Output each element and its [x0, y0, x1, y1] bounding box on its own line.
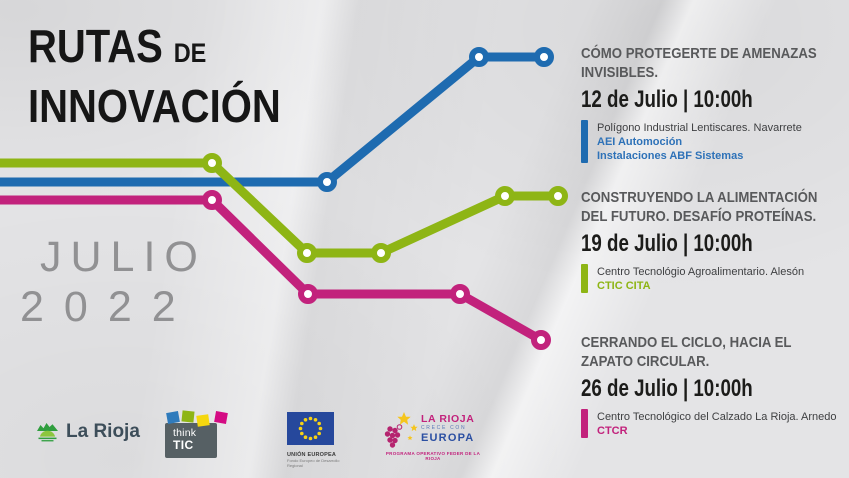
- station-node: [371, 243, 391, 263]
- station-node: [202, 190, 222, 210]
- thinktic-box: think TIC: [165, 423, 217, 458]
- feder-line2: CRECE CON: [421, 425, 467, 431]
- month-block: JULIO 2022: [20, 232, 207, 332]
- event-card-3: CERRANDO EL CICLO, HACIA EL ZAPATO CIRCU…: [581, 333, 839, 438]
- thinktic-label-tic: TIC: [173, 438, 194, 452]
- feder-line3: EUROPA: [421, 432, 475, 444]
- event-1-title-line2: INVISIBLES.: [581, 64, 659, 81]
- event-2-org-link[interactable]: CTIC CITA: [597, 280, 651, 292]
- station-node: [297, 243, 317, 263]
- event-1-org-link[interactable]: Instalaciones ABF Sistemas: [597, 150, 744, 162]
- title-word-de: DE: [173, 38, 207, 68]
- thinktic-square-blue-icon: [166, 411, 180, 424]
- event-2-title-line1: CONSTRUYENDO LA ALIMENTACIÓN: [581, 189, 818, 206]
- station-node: [531, 330, 551, 350]
- event-card-2: CONSTRUYENDO LA ALIMENTACIÓN DEL FUTURO.…: [581, 188, 839, 293]
- event-3-details: Centro Tecnológico del Calzado La Rioja.…: [581, 409, 839, 438]
- union-europea-logo: UNIÓN EUROPEA Fondo Europeo de Desarroll…: [287, 412, 347, 468]
- event-2-venue: Centro Tecnológio Agroalimentario. Alesó…: [597, 266, 805, 278]
- title-word-innovacion: INNOVACIÓN: [28, 80, 281, 132]
- station-node: [298, 284, 318, 304]
- thinktic-square-green-icon: [181, 410, 195, 423]
- station-node: [317, 172, 337, 192]
- event-2-date: 19 de Julio | 10:00h: [581, 230, 753, 257]
- la-rioja-logo: La Rioja: [36, 421, 140, 443]
- event-3-title: CERRANDO EL CICLO, HACIA EL ZAPATO CIRCU…: [581, 333, 808, 371]
- station-node: [495, 186, 515, 206]
- event-1-details: Polígono Industrial Lentiscares. Navarre…: [581, 120, 839, 163]
- station-node: [469, 47, 489, 67]
- month-label: JULIO: [40, 233, 207, 281]
- feder-logo: LA RIOJA CRECE CON EUROPA PROGRAMA OPERA…: [383, 409, 483, 461]
- event-card-1: CÓMO PROTEGERTE DE AMENAZAS INVISIBLES. …: [581, 44, 839, 163]
- event-1-title: CÓMO PROTEGERTE DE AMENAZAS INVISIBLES.: [581, 44, 817, 82]
- event-1-title-line1: CÓMO PROTEGERTE DE AMENAZAS: [581, 45, 817, 62]
- event-2-color-bar: [581, 264, 588, 293]
- feder-caption: PROGRAMA OPERATIVO FEDER DE LA RIOJA: [385, 451, 481, 461]
- poster-title-line1: RUTAS DE: [28, 22, 281, 82]
- event-1-date: 12 de Julio | 10:00h: [581, 86, 753, 113]
- year-label: 2022: [20, 283, 196, 331]
- mountain-emblem-icon: [37, 423, 58, 442]
- title-word-rutas: RUTAS: [28, 20, 163, 72]
- station-node: [534, 47, 554, 67]
- event-1-color-bar: [581, 120, 588, 163]
- event-2-title: CONSTRUYENDO LA ALIMENTACIÓN DEL FUTURO.…: [581, 188, 818, 226]
- station-node: [450, 284, 470, 304]
- eu-flag-icon: [287, 412, 334, 445]
- event-3-org-link[interactable]: CTCR: [597, 425, 628, 437]
- event-1-venue: Polígono Industrial Lentiscares. Navarre…: [597, 122, 802, 134]
- event-2-title-line2: DEL FUTURO. DESAFÍO PROTEÍNAS.: [581, 208, 817, 225]
- thinktic-square-magenta-icon: [214, 411, 228, 424]
- thinktic-logo: think TIC: [165, 410, 231, 459]
- station-node: [202, 153, 222, 173]
- event-1-org-link[interactable]: AEI Automoción: [597, 136, 683, 148]
- thinktic-square-yellow-icon: [196, 414, 210, 427]
- event-3-venue: Centro Tecnológico del Calzado La Rioja.…: [597, 411, 837, 423]
- eu-sublabel: Fondo Europeo de Desarrollo Regional: [287, 458, 340, 468]
- event-3-color-bar: [581, 409, 588, 438]
- event-3-date: 26 de Julio | 10:00h: [581, 375, 753, 402]
- poster-title: RUTAS DE INNOVACIÓN: [28, 22, 281, 131]
- grapes-and-stars-icon: [384, 412, 418, 448]
- feder-line1: LA RIOJA: [421, 413, 475, 425]
- station-node: [548, 186, 568, 206]
- event-3-title-line1: CERRANDO EL CICLO, HACIA EL: [581, 334, 792, 351]
- la-rioja-label: La Rioja: [66, 421, 140, 442]
- event-2-details: Centro Tecnológio Agroalimentario. Alesó…: [581, 264, 839, 293]
- event-3-title-line2: ZAPATO CIRCULAR.: [581, 353, 710, 370]
